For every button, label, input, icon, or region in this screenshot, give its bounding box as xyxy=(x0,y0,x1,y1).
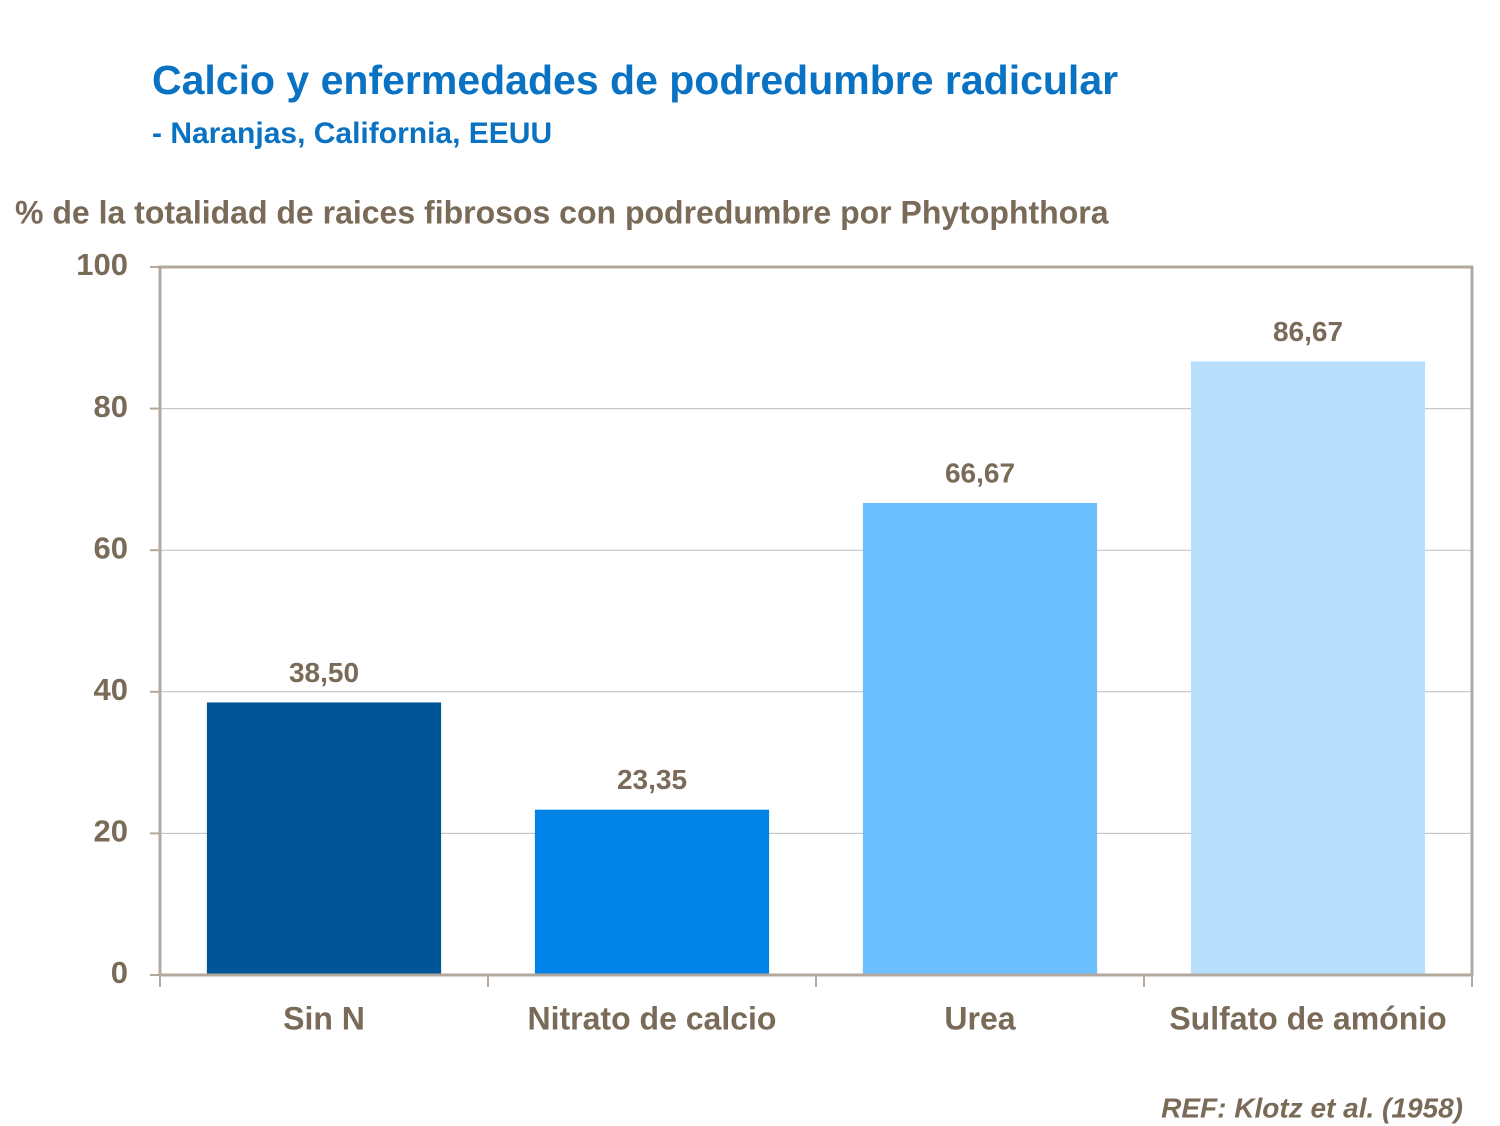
chart-title: Calcio y enfermedades de podredumbre rad… xyxy=(152,57,1118,103)
value-label: 66,67 xyxy=(945,457,1015,488)
x-tick-label: Nitrato de calcio xyxy=(528,1000,777,1036)
reference-note: REF: Klotz et al. (1958) xyxy=(1161,1092,1463,1123)
bar xyxy=(534,809,770,975)
x-tick-label: Sulfato de amónio xyxy=(1169,1000,1446,1036)
y-tick-label: 100 xyxy=(76,247,128,282)
y-tick-label: 40 xyxy=(94,672,128,707)
y-tick-label: 20 xyxy=(94,814,128,849)
y-tick-label: 80 xyxy=(94,389,128,424)
x-tick-label: Urea xyxy=(944,1000,1015,1036)
chart-subtitle: - Naranjas, California, EEUU xyxy=(152,117,552,150)
y-tick-label: 60 xyxy=(94,530,128,565)
y-tick-label: 0 xyxy=(111,955,128,990)
bar xyxy=(1190,361,1426,975)
y-axis-label: % de la totalidad de raices fibrosos con… xyxy=(15,194,1109,230)
bar xyxy=(206,702,442,975)
value-label: 23,35 xyxy=(617,764,687,795)
value-label: 86,67 xyxy=(1273,316,1343,347)
bar xyxy=(862,502,1098,975)
x-tick-label: Sin N xyxy=(283,1000,365,1036)
value-label: 38,50 xyxy=(289,657,359,688)
